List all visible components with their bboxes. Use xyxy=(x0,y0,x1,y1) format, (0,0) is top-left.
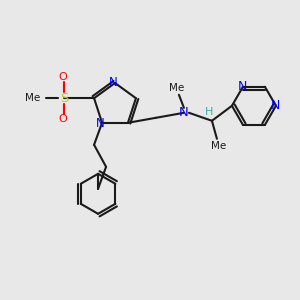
Text: S: S xyxy=(60,92,68,105)
Text: N: N xyxy=(238,80,248,93)
Text: H: H xyxy=(205,107,213,117)
Text: Me: Me xyxy=(25,93,40,103)
Text: N: N xyxy=(271,99,280,112)
Text: O: O xyxy=(59,114,68,124)
Text: O: O xyxy=(59,72,68,82)
Text: N: N xyxy=(96,117,104,130)
Text: Me: Me xyxy=(211,141,226,151)
Text: Me: Me xyxy=(169,83,184,93)
Text: N: N xyxy=(109,76,117,88)
Text: N: N xyxy=(179,106,189,119)
